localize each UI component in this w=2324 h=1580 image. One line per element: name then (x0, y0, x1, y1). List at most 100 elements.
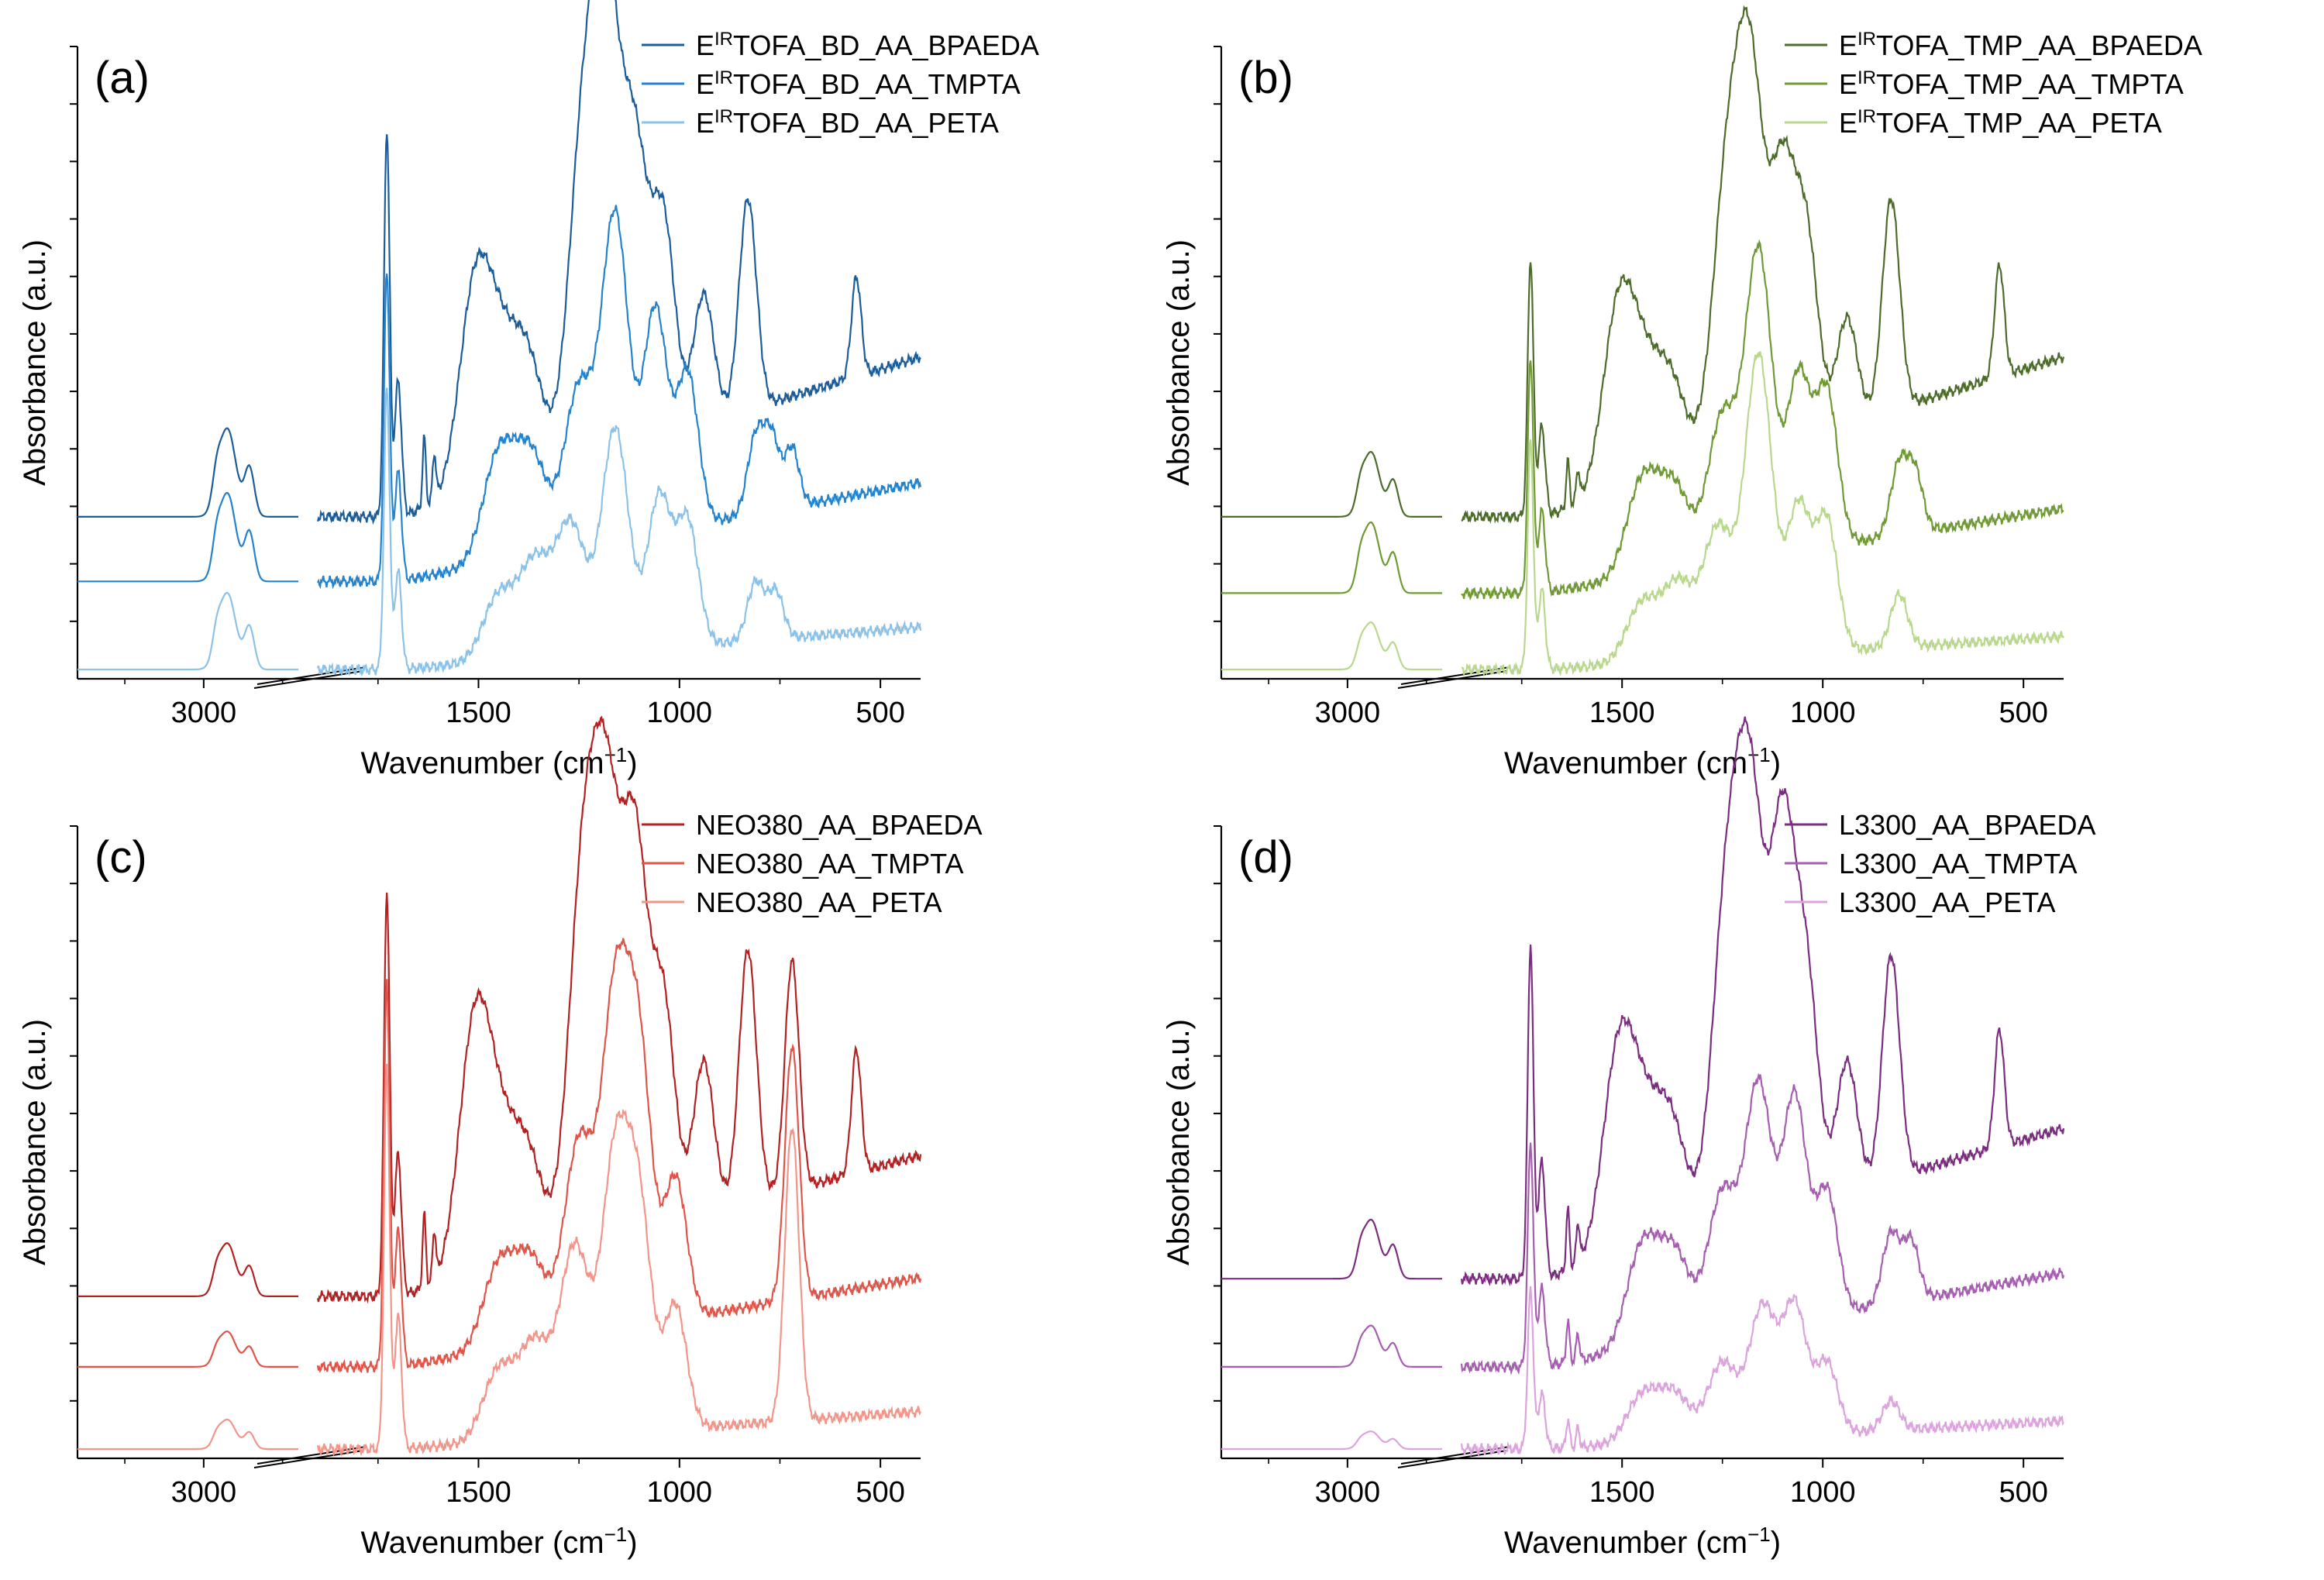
series-line-2-ch-region (1221, 1324, 1442, 1368)
x-tick-label: 500 (856, 697, 904, 729)
legend-label-superscript: IR (1857, 29, 1876, 50)
x-axis-label-sup: −1 (604, 743, 628, 766)
x-axis-label-main: Wavenumber (cm (1504, 746, 1747, 780)
series-line-2-fingerprint-region (317, 205, 922, 590)
x-axis-label-main: Wavenumber (cm (360, 1526, 604, 1560)
panel-label: (a) (95, 53, 150, 103)
legend-label-superscript: IR (714, 106, 733, 127)
legend-label-prefix: E (1839, 68, 1857, 100)
series-line-1-fingerprint-region (316, 0, 921, 525)
legend-label-name: TOFA_TMP_AA_BPAEDA (1876, 29, 2202, 61)
series-line-2-fingerprint-region (1460, 1072, 2065, 1375)
x-axis-label-tail: ) (627, 1526, 637, 1560)
series-line-1-ch-region (77, 1242, 298, 1297)
series-line-1-fingerprint-region (1460, 716, 2065, 1287)
legend-label-superscript: IR (714, 29, 733, 50)
x-tick-label: 500 (856, 1476, 904, 1509)
legend-label-3: EIRTOFA_TMP_AA_PETA (1839, 106, 2162, 139)
x-axis-label: Wavenumber (cm−1) (1504, 1523, 1781, 1560)
legend-label-1: L3300_AA_BPAEDA (1839, 809, 2096, 841)
x-axis-label: Wavenumber (cm−1) (360, 1523, 637, 1560)
x-axis-label-main: Wavenumber (cm (360, 746, 604, 780)
legend-label-2: L3300_AA_TMPTA (1839, 848, 2078, 879)
legend-label-prefix: E (696, 107, 714, 139)
x-axis-label-sup: −1 (604, 1523, 628, 1546)
x-axis-label: Wavenumber (cm−1) (1504, 743, 1781, 780)
legend-label-name: TOFA_BD_AA_BPAEDA (733, 29, 1039, 61)
series-line-1-fingerprint-region (316, 715, 922, 1304)
series-line-2-fingerprint-region (1461, 239, 2064, 601)
series-line-1-ch-region (1221, 450, 1442, 518)
x-axis-label-tail: ) (1771, 746, 1781, 780)
x-tick-label: 1500 (1589, 697, 1655, 729)
legend-label-1: EIRTOFA_TMP_AA_BPAEDA (1839, 29, 2202, 62)
axis-break-line (1397, 670, 1507, 689)
panel-label: (b) (1238, 53, 1293, 103)
series-line-2-ch-region (77, 492, 298, 583)
legend-label-prefix: E (1839, 29, 1857, 61)
x-tick-label: 3000 (1315, 1476, 1381, 1509)
series-line-2-ch-region (77, 1330, 298, 1368)
legend-label-name: NEO380_AA_PETA (696, 886, 942, 918)
x-tick-label: 1000 (1790, 1476, 1856, 1509)
legend-label-prefix: E (1839, 107, 1857, 139)
series-line-3-fingerprint-region (316, 1063, 921, 1458)
x-axis-label-sup: −1 (1747, 1523, 1771, 1546)
legend-label-superscript: IR (1857, 106, 1876, 127)
legend-label-superscript: IR (1857, 67, 1876, 88)
x-tick-label: 1000 (1790, 697, 1856, 729)
series-line-3-fingerprint-region (1460, 1286, 2064, 1458)
x-axis-label-sup: −1 (1747, 743, 1771, 766)
series-line-2-fingerprint-region (316, 938, 922, 1373)
series-line-1-ch-region (77, 427, 298, 518)
x-tick-label: 3000 (171, 697, 237, 729)
y-axis-label: Absorbance (a.u.) (18, 239, 52, 486)
x-axis-label-tail: ) (627, 746, 637, 780)
series-line-1-fingerprint-region (1461, 5, 2065, 525)
x-tick-label: 1000 (647, 697, 713, 729)
panel-label: (d) (1238, 832, 1293, 883)
legend-label-prefix: E (696, 68, 714, 100)
legend-label-name: TOFA_TMP_AA_PETA (1876, 107, 2162, 139)
axis-break-line (253, 670, 363, 689)
y-axis-label: Absorbance (a.u.) (1162, 239, 1196, 486)
legend-label-name: TOFA_TMP_AA_TMPTA (1876, 68, 2184, 100)
legend-label-prefix: E (696, 29, 714, 61)
series-line-3-ch-region (1221, 1430, 1442, 1451)
legend-label-name: L3300_AA_TMPTA (1839, 848, 2078, 879)
series-line-3-ch-region (77, 1418, 298, 1451)
x-axis-label-main: Wavenumber (cm (1504, 1526, 1747, 1560)
panel-b: 3000 1500 1000 500 Wavenumber (cm−1) Absorban… (1162, 5, 2202, 780)
legend-label-name: L3300_AA_PETA (1839, 886, 2056, 918)
series-line-3-ch-region (1221, 621, 1442, 671)
legend-label-2: EIRTOFA_BD_AA_TMPTA (696, 67, 1021, 101)
series-line-3-ch-region (77, 591, 298, 671)
y-axis-label: Absorbance (a.u.) (18, 1019, 52, 1265)
series-line-3-fingerprint-region (316, 387, 922, 677)
legend-label-name: NEO380_AA_BPAEDA (696, 809, 983, 841)
x-axis-label: Wavenumber (cm−1) (360, 743, 637, 780)
axis-break-line (253, 1450, 363, 1468)
legend-label-name: TOFA_BD_AA_PETA (733, 107, 999, 139)
legend-label-name: TOFA_BD_AA_TMPTA (733, 68, 1021, 100)
legend-label-name: L3300_AA_BPAEDA (1839, 809, 2096, 841)
legend-label-2: NEO380_AA_TMPTA (696, 848, 963, 879)
x-tick-label: 500 (1999, 1476, 2047, 1509)
legend-label-name: NEO380_AA_TMPTA (696, 848, 963, 879)
x-tick-label: 1000 (647, 1476, 713, 1509)
panel-label: (c) (95, 832, 147, 883)
x-tick-label: 1500 (446, 1476, 511, 1509)
x-tick-label: 1500 (1589, 1476, 1655, 1509)
x-tick-label: 500 (1999, 697, 2047, 729)
x-axis-label-tail: ) (1771, 1526, 1781, 1560)
y-axis-label: Absorbance (a.u.) (1162, 1019, 1196, 1265)
legend-label-3: NEO380_AA_PETA (696, 886, 942, 918)
panel-a: 3000 1500 1000 500 Wavenumber (cm−1) Absorban… (18, 0, 1039, 780)
legend-label-superscript: IR (714, 67, 733, 88)
x-tick-label: 1500 (446, 697, 511, 729)
axis-break-line (1397, 1450, 1507, 1468)
legend-label-3: L3300_AA_PETA (1839, 886, 2056, 918)
